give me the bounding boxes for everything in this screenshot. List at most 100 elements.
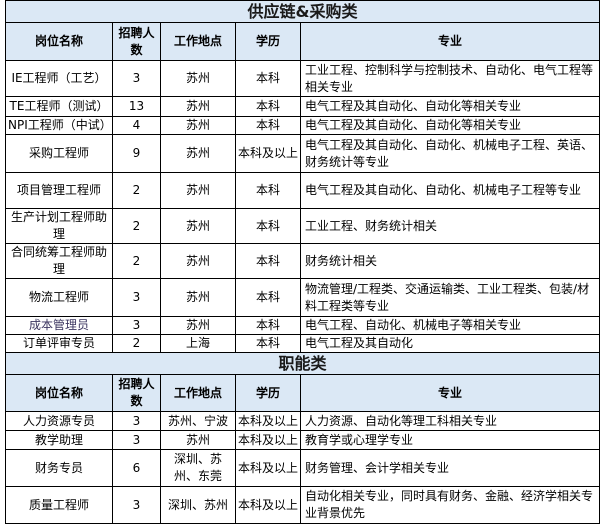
major: 财务管理、会计学相关专业 <box>299 449 601 487</box>
section-title-row: 供应链&采购类 <box>4 0 601 23</box>
headcount: 3 <box>112 430 161 450</box>
table-row: 质量工程师 3 深圳、苏州 本科及以上 自动化相关专业，同时具有财务、金融、经济学相关专… <box>5 486 601 524</box>
headcount: 3 <box>112 316 161 335</box>
education: 本科 <box>235 60 301 97</box>
section-title-row: 职能类 <box>4 352 601 375</box>
major: 教育学或心理学专业 <box>299 430 601 450</box>
major: 工业工程、财务统计相关 <box>299 208 601 244</box>
education: 本科 <box>235 208 301 244</box>
headcount: 2 <box>112 208 161 244</box>
major: 物流管理/工程类、交通运输类、工业工程类、包装/材料工程类等专业 <box>299 278 601 317</box>
location: 上海 <box>160 334 236 353</box>
position-name: NPI工程师（中试） <box>5 116 113 135</box>
education: 本科 <box>235 172 301 209</box>
education: 本科及以上 <box>235 430 301 450</box>
major: 电气工程及其自动化、自动化等相关专业 <box>299 96 601 117</box>
headcount: 9 <box>112 134 161 173</box>
location: 苏州 <box>160 116 236 135</box>
major: 电气工程及其自动化、自动化等相关专业 <box>299 116 601 135</box>
education: 本科 <box>235 243 301 279</box>
table-row: 教学助理 3 苏州 本科及以上 教育学或心理学专业 <box>5 430 601 450</box>
education: 本科及以上 <box>235 134 301 173</box>
position-name: 物流工程师 <box>5 278 113 317</box>
table-row: 订单评审专员 2 上海 本科 电气工程及其自动化 <box>5 334 601 353</box>
column-header: 工作地点 <box>160 22 236 61</box>
recruitment-table: 供应链&采购类 岗位名称 招聘人数 工作地点 学历 专业 IE工程师（工艺） 3 苏州 本科 工业工… <box>4 0 601 524</box>
column-header: 岗位名称 <box>5 374 113 412</box>
education: 本科 <box>235 116 301 135</box>
table-row: 合同统筹工程师助理 2 苏州 本科 财务统计相关 <box>5 243 601 279</box>
education: 本科 <box>235 96 301 117</box>
position-name: 质量工程师 <box>5 486 113 524</box>
education: 本科及以上 <box>235 411 301 431</box>
position-name: 教学助理 <box>5 430 113 450</box>
table-row: 财务专员 6 深圳、苏州、东莞 本科及以上 财务管理、会计学相关专业 <box>5 449 601 487</box>
position-name: 项目管理工程师 <box>5 172 113 209</box>
major: 电气工程及其自动化、自动化、机械电子工程等专业 <box>299 172 601 209</box>
headcount: 4 <box>112 116 161 135</box>
major: 财务统计相关 <box>299 243 601 279</box>
table-row: 生产计划工程师助理 2 苏州 本科 工业工程、财务统计相关 <box>5 208 601 244</box>
location: 苏州、宁波 <box>160 411 236 431</box>
headcount: 2 <box>112 172 161 209</box>
education: 本科 <box>235 334 301 353</box>
major: 电气工程及其自动化 <box>299 334 601 353</box>
education: 本科及以上 <box>235 449 301 487</box>
education: 本科 <box>235 278 301 317</box>
location: 深圳、苏州、东莞 <box>160 449 236 487</box>
location: 苏州 <box>160 430 236 450</box>
headcount: 3 <box>112 60 161 97</box>
column-header: 岗位名称 <box>5 22 113 61</box>
table-row: 物流工程师 3 苏州 本科 物流管理/工程类、交通运输类、工业工程类、包装/材料工程类等… <box>5 278 601 317</box>
column-header: 学历 <box>235 22 301 61</box>
table-row: TE工程师（测试） 13 苏州 本科 电气工程及其自动化、自动化等相关专业 <box>5 96 601 117</box>
column-header: 工作地点 <box>160 374 236 412</box>
position-name: 订单评审专员 <box>5 334 113 353</box>
position-name: IE工程师（工艺） <box>5 60 113 97</box>
major: 工业工程、控制科学与控制技术、自动化、电气工程等相关专业 <box>299 60 601 97</box>
position-name: 成本管理员 <box>5 316 113 335</box>
headcount: 13 <box>112 96 161 117</box>
position-name: 财务专员 <box>5 449 113 487</box>
location: 深圳、苏州 <box>160 486 236 524</box>
column-header: 专业 <box>299 374 601 412</box>
education: 本科 <box>235 316 301 335</box>
table-row: 人力资源专员 3 苏州、宁波 本科及以上 人力资源、自动化等理工科相关专业 <box>5 411 601 431</box>
column-header: 招聘人数 <box>112 374 161 412</box>
section-title: 职能类 <box>4 352 601 375</box>
position-name: 生产计划工程师助理 <box>5 208 113 244</box>
location: 苏州 <box>160 243 236 279</box>
position-name: 采购工程师 <box>5 134 113 173</box>
position-name: 人力资源专员 <box>5 411 113 431</box>
column-header: 招聘人数 <box>112 22 161 61</box>
location: 苏州 <box>160 134 236 173</box>
major: 电气工程、自动化、机械电子等相关专业 <box>299 316 601 335</box>
table-row: 采购工程师 9 苏州 本科及以上 电气工程及其自动化、自动化、机械电子工程、英语、财务统… <box>5 134 601 173</box>
section-title: 供应链&采购类 <box>4 0 601 23</box>
column-header: 专业 <box>299 22 601 61</box>
header-row: 岗位名称 招聘人数 工作地点 学历 专业 <box>5 22 601 61</box>
table-row: IE工程师（工艺） 3 苏州 本科 工业工程、控制科学与控制技术、自动化、电气工程等相关… <box>5 60 601 97</box>
headcount: 3 <box>112 411 161 431</box>
position-name: TE工程师（测试） <box>5 96 113 117</box>
table-row: NPI工程师（中试） 4 苏州 本科 电气工程及其自动化、自动化等相关专业 <box>5 116 601 135</box>
major: 自动化相关专业，同时具有财务、金融、经济学相关专业背景优先 <box>299 486 601 524</box>
major: 人力资源、自动化等理工科相关专业 <box>299 411 601 431</box>
headcount: 2 <box>112 243 161 279</box>
headcount: 3 <box>112 486 161 524</box>
headcount: 6 <box>112 449 161 487</box>
education: 本科及以上 <box>235 486 301 524</box>
position-name: 合同统筹工程师助理 <box>5 243 113 279</box>
location: 苏州 <box>160 60 236 97</box>
table-row: 成本管理员 3 苏州 本科 电气工程、自动化、机械电子等相关专业 <box>5 316 601 335</box>
major: 电气工程及其自动化、自动化、机械电子工程、英语、财务统计等专业 <box>299 134 601 173</box>
header-row: 岗位名称 招聘人数 工作地点 学历 专业 <box>5 374 601 412</box>
column-header: 学历 <box>235 374 301 412</box>
table-row: 项目管理工程师 2 苏州 本科 电气工程及其自动化、自动化、机械电子工程等专业 <box>5 172 601 209</box>
headcount: 3 <box>112 278 161 317</box>
headcount: 2 <box>112 334 161 353</box>
location: 苏州 <box>160 316 236 335</box>
location: 苏州 <box>160 278 236 317</box>
location: 苏州 <box>160 96 236 117</box>
location: 苏州 <box>160 172 236 209</box>
